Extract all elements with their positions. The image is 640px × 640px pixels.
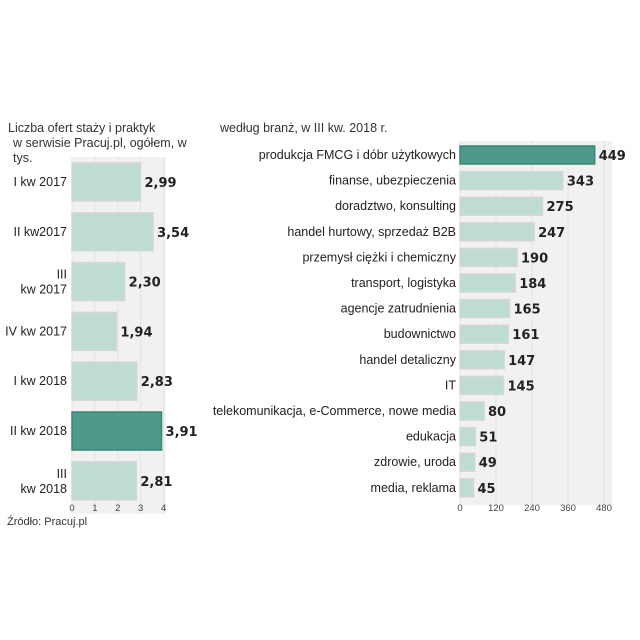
right-value-label: 45: [478, 482, 496, 497]
right-x-tick-label: 120: [488, 503, 504, 514]
right-value-label: 147: [508, 354, 535, 369]
right-bar: [459, 298, 511, 319]
right-bar: [459, 350, 505, 370]
right-category-label: agencje zatrudnienia: [341, 302, 456, 316]
right-bar: [459, 273, 516, 293]
left-heading-line1: Liczba ofert staży i praktyk: [8, 121, 156, 135]
right-bar: [459, 478, 475, 498]
right-value-label: 343: [567, 175, 594, 190]
left-x-tick-label: 2: [115, 503, 120, 514]
left-heading-line2: w serwisie Pracuj.pl, ogółem, w tys.: [13, 136, 187, 165]
left-x-tick-label: 1: [92, 503, 97, 514]
left-bar: [71, 311, 118, 352]
left-category-label: III kw 2018: [20, 467, 67, 496]
right-bar: [459, 170, 564, 191]
right-category-label: finanse, ubezpieczenia: [329, 174, 456, 188]
right-bar: [459, 426, 477, 447]
left-x-tick-label: 3: [138, 503, 143, 514]
right-value-label: 51: [479, 431, 497, 446]
right-value-label: 184: [519, 277, 546, 292]
right-value-label: 49: [479, 456, 497, 471]
left-bar: [71, 461, 138, 501]
right-bar: [459, 452, 476, 472]
right-bar: [459, 222, 535, 242]
right-category-label: IT: [445, 378, 456, 392]
left-chart-heading: Liczba ofert staży i praktyk w serwisie …: [8, 121, 208, 166]
left-category-label-line: kw 2017: [20, 283, 67, 297]
right-category-label: media, reklama: [371, 481, 456, 495]
left-bar: [71, 212, 154, 252]
right-value-label: 161: [512, 328, 539, 343]
right-category-label: zdrowie, uroda: [374, 455, 456, 469]
left-category-label-line: III: [57, 268, 67, 282]
right-value-label: 165: [514, 303, 541, 318]
right-x-tick-label: 240: [524, 503, 540, 514]
left-value-label: 2,99: [144, 176, 176, 191]
left-value-label: 2,83: [141, 375, 173, 390]
right-value-label: 275: [547, 200, 574, 215]
left-value-label: 3,91: [166, 425, 198, 440]
right-category-label: przemysł ciężki i chemiczny: [302, 250, 456, 264]
right-value-label: 247: [538, 226, 565, 241]
left-value-label: 2,30: [129, 276, 161, 291]
left-bar: [71, 361, 138, 401]
right-category-label: handel detaliczny: [359, 353, 456, 367]
left-bar: [71, 162, 142, 202]
left-bar: [71, 411, 163, 451]
right-bar: [459, 375, 505, 396]
right-value-label: 190: [521, 251, 548, 266]
right-bar: [459, 145, 596, 165]
left-value-label: 1,94: [120, 325, 152, 340]
right-bar: [459, 247, 518, 268]
right-x-tick-label: 360: [560, 503, 576, 514]
right-x-tick-label: 0: [457, 503, 462, 514]
left-category-label: I kw 2018: [13, 374, 67, 388]
right-category-label: doradztwo, konsulting: [335, 199, 456, 213]
left-category-label: II kw 2018: [10, 424, 67, 438]
right-chart-heading: według branż, w III kw. 2018 r.: [220, 121, 388, 135]
right-value-label: 449: [599, 149, 626, 164]
left-category-label-line: III: [57, 467, 67, 481]
left-category-label-line: kw 2018: [20, 482, 67, 496]
right-plot-panel: [460, 141, 612, 506]
right-category-label: budownictwo: [384, 327, 456, 341]
left-x-tick-label: 4: [161, 503, 166, 514]
right-category-label: telekomunikacja, e-Commerce, nowe media: [213, 404, 456, 418]
source-note: Źródło: Pracuj.pl: [7, 516, 88, 528]
right-category-label: handel hurtowy, sprzedaż B2B: [287, 225, 456, 239]
right-value-label: 145: [508, 379, 535, 394]
left-category-label: III kw 2017: [20, 268, 67, 297]
right-bar: [459, 324, 510, 344]
left-bar: [71, 261, 126, 302]
left-value-label: 3,54: [157, 226, 189, 241]
left-category-label: II kw2017: [13, 225, 67, 239]
left-category-label: IV kw 2017: [5, 324, 67, 338]
right-category-label: produkcja FMCG i dóbr użytkowych: [259, 148, 456, 162]
left-value-label: 2,81: [140, 475, 172, 490]
right-value-label: 80: [488, 405, 506, 420]
left-x-tick-label: 0: [69, 503, 74, 514]
left-category-label: I kw 2017: [13, 175, 67, 189]
right-bar: [459, 401, 485, 421]
right-category-label: transport, logistyka: [351, 276, 456, 290]
right-category-label: edukacja: [406, 430, 456, 444]
right-x-tick-label: 480: [596, 503, 612, 514]
right-bar: [459, 196, 544, 216]
